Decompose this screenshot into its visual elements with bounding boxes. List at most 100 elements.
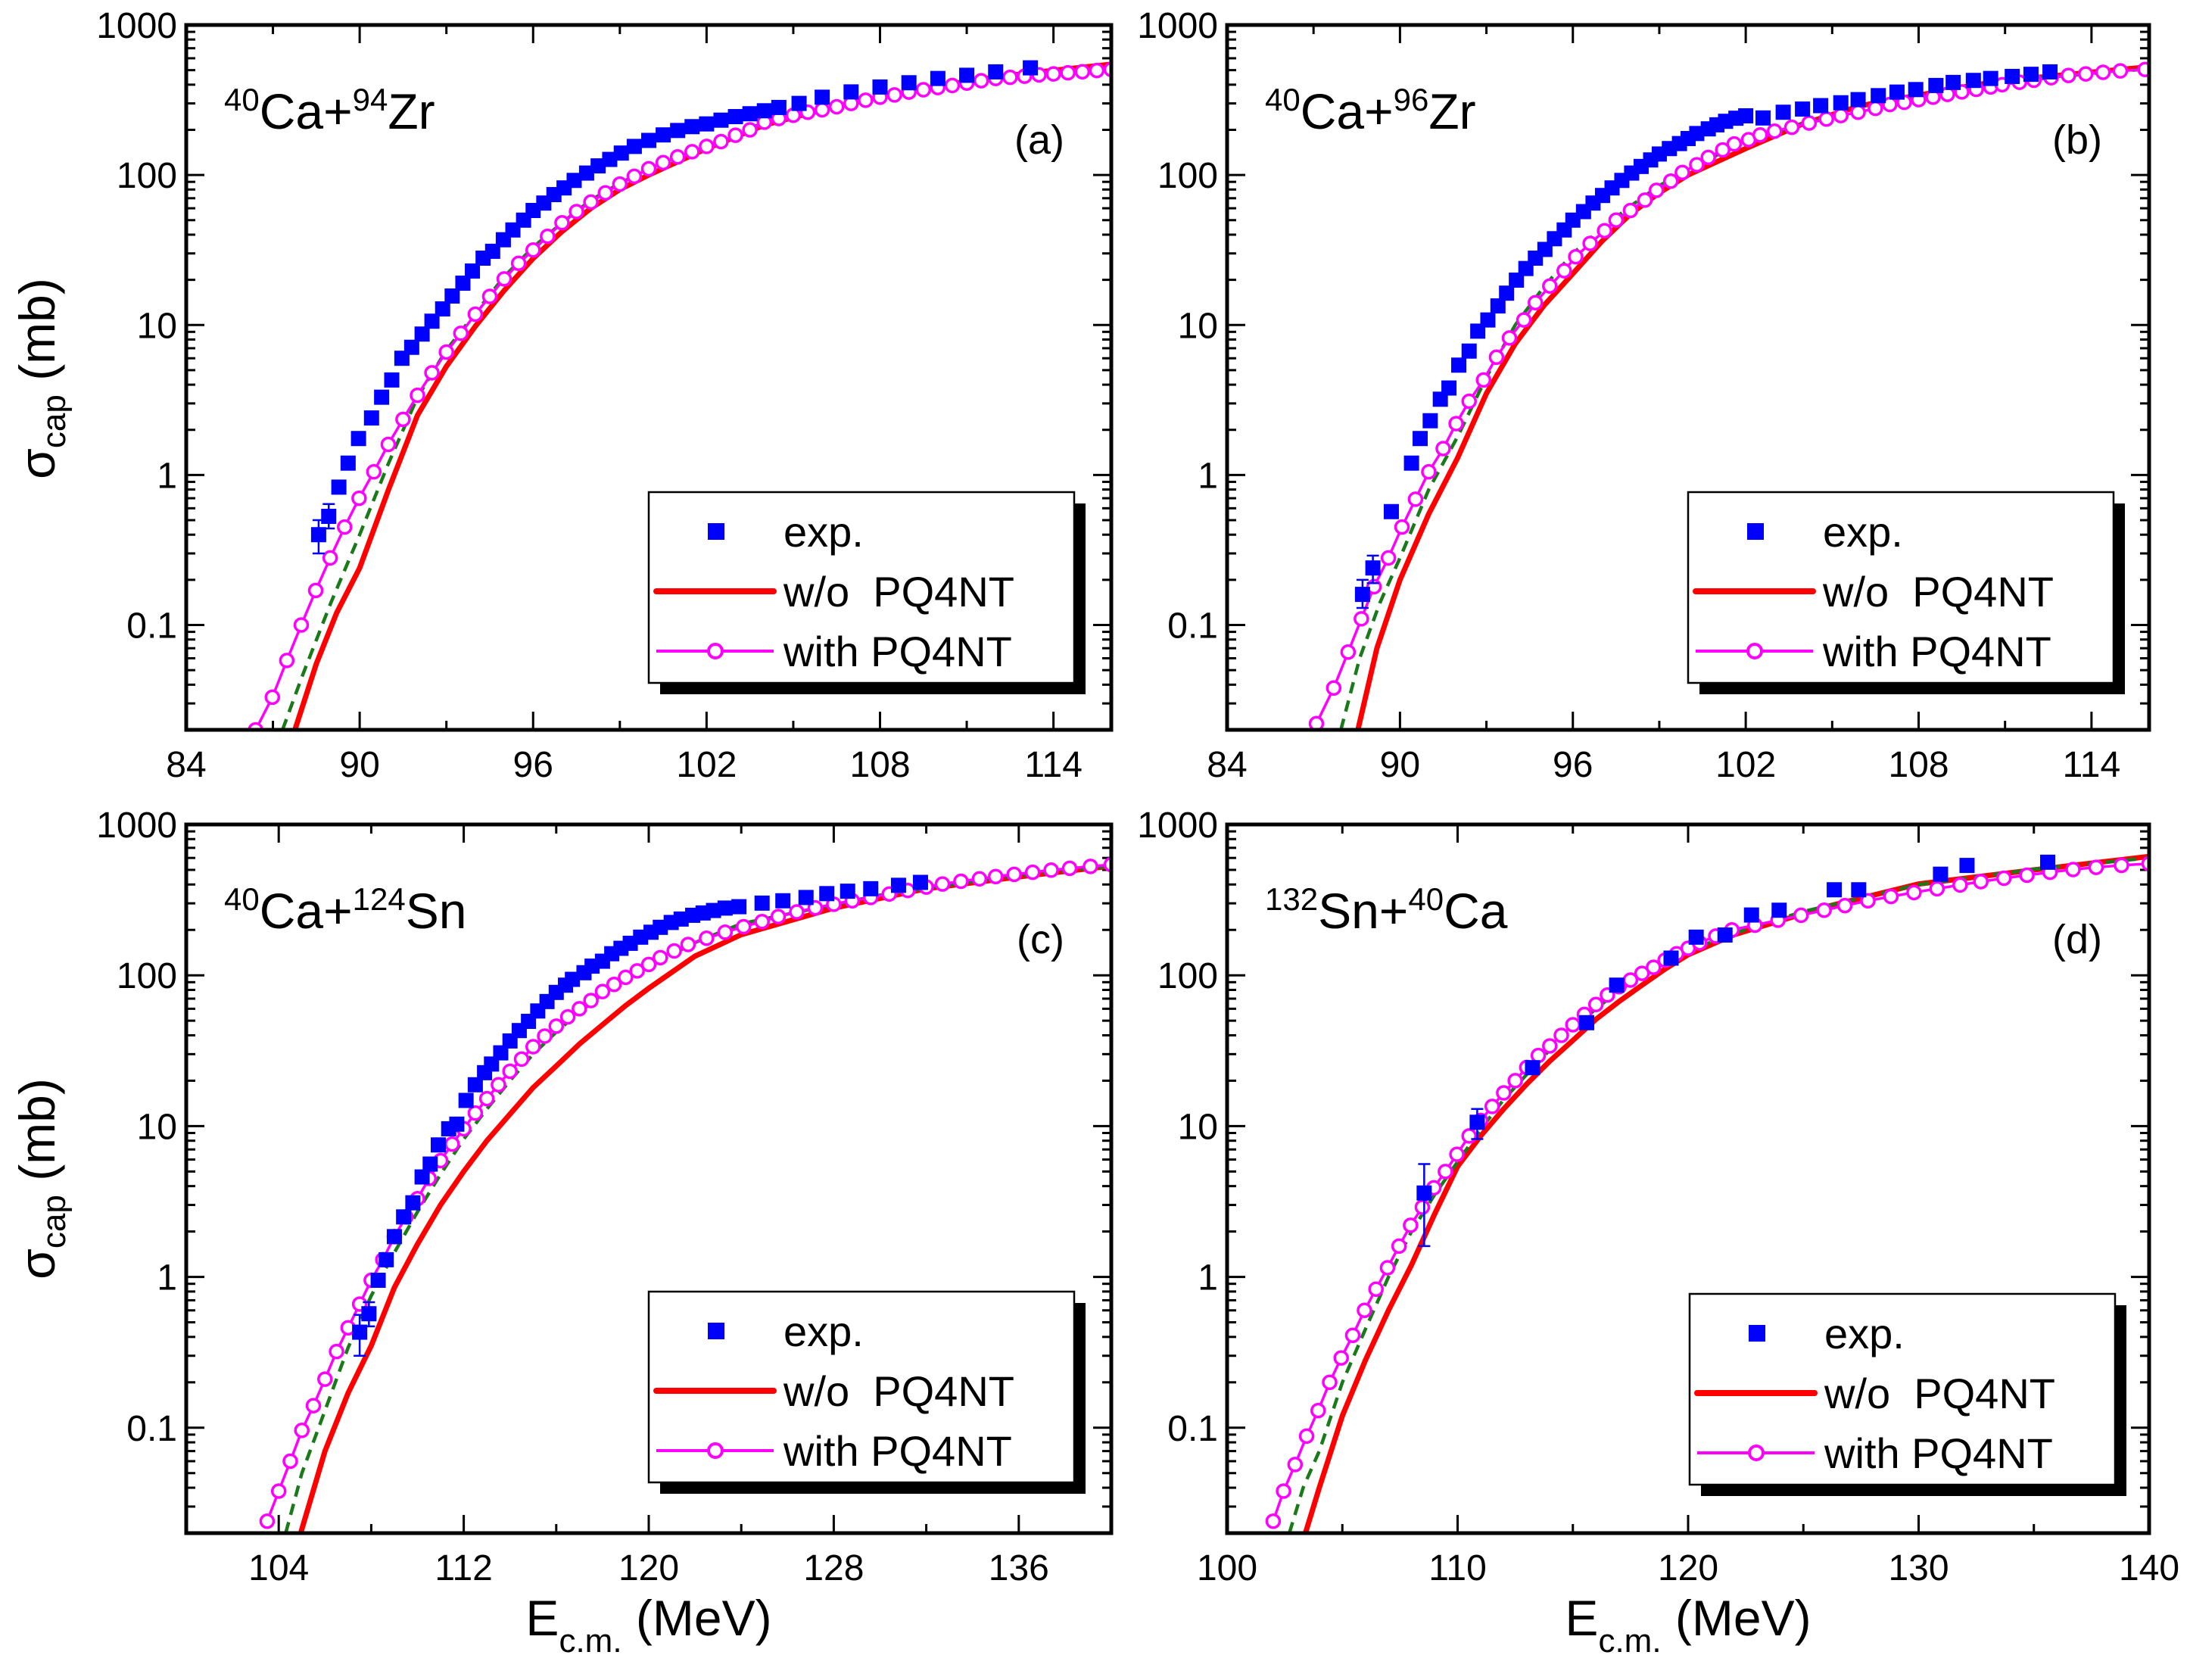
reaction-el2: Zr	[388, 83, 435, 139]
exp-point	[1813, 98, 1829, 114]
legend-exp-marker	[708, 523, 724, 540]
with-pq4nt-point	[754, 914, 770, 930]
x-tick-label: 102	[1715, 745, 1776, 785]
with-pq4nt-point	[1308, 715, 1325, 730]
with-pq4nt-point	[1622, 202, 1639, 219]
with-pq4nt-point	[1726, 136, 1743, 152]
with-pq4nt-point	[1484, 1099, 1500, 1114]
with-pq4nt-point	[502, 1063, 518, 1080]
exp-point	[1928, 77, 1944, 93]
legend-label-exp: exp.	[1824, 1310, 1905, 1357]
exp-point	[384, 372, 400, 388]
series-line-without-pq4nt	[298, 863, 1111, 1533]
x-axis-title-left: Ec.m. (MeV)	[525, 1590, 771, 1660]
with-pq4nt-point	[915, 82, 932, 98]
exp-point	[2023, 67, 2039, 83]
exp-point	[1354, 587, 1370, 603]
y-tick-label: 1	[1198, 456, 1218, 496]
exp-point	[1416, 1185, 1432, 1201]
exp-point	[1689, 126, 1705, 142]
legend: exp. w/o PQ4NT with PQ4NT	[647, 491, 1086, 694]
panel-d: 1000 100 10 1 0.1 100 110 120 130 140 132Sn+40Ca (d…	[1137, 806, 2179, 1588]
with-pq4nt-point	[1391, 1238, 1407, 1255]
with-pq4nt-point	[629, 963, 645, 979]
with-pq4nt-point	[1766, 123, 1783, 139]
with-pq4nt-point	[1952, 877, 1968, 893]
y-tick-label: 1	[1198, 1258, 1218, 1298]
with-pq4nt-point	[666, 943, 682, 959]
legend-label-with: with PQ4NT	[1822, 628, 2051, 675]
with-pq4nt-point	[2078, 66, 2094, 82]
exp-point	[378, 1251, 394, 1267]
exp-point	[1365, 560, 1381, 576]
exp-point	[771, 99, 787, 115]
exp-point	[727, 109, 743, 125]
x-tick-label: 84	[166, 745, 206, 785]
exp-point	[819, 886, 835, 902]
with-pq4nt-point	[1833, 108, 1849, 123]
with-pq4nt-point	[640, 161, 657, 177]
exp-point	[890, 877, 906, 893]
with-pq4nt-point	[1060, 64, 1076, 81]
legend-with-marker	[1748, 1445, 1765, 1461]
legend-label-with: with PQ4NT	[783, 1427, 1012, 1475]
legend-label-without: w/o PQ4NT	[1822, 568, 2054, 616]
with-pq4nt-point	[569, 204, 584, 220]
with-pq4nt-point	[1407, 491, 1424, 507]
exp-point	[626, 139, 642, 154]
plot-frame	[1225, 23, 2151, 732]
exp-point	[370, 1273, 386, 1289]
with-pq4nt-point	[789, 904, 805, 920]
exp-point	[340, 455, 356, 471]
plot-area	[1308, 61, 2149, 730]
with-pq4nt-point	[1287, 1457, 1304, 1473]
y-title-symbol: σ	[9, 448, 65, 479]
with-pq4nt-point	[1380, 550, 1397, 566]
with-pq4nt-point	[1700, 149, 1716, 166]
with-pq4nt-point	[1310, 1402, 1326, 1419]
exp-point	[1738, 108, 1754, 123]
with-pq4nt-point	[1421, 463, 1437, 480]
with-pq4nt-point	[1083, 859, 1098, 874]
with-pq4nt-point	[554, 215, 570, 231]
with-pq4nt-point	[481, 288, 498, 304]
legend-label-exp: exp.	[783, 508, 864, 556]
with-pq4nt-point	[653, 949, 668, 966]
exp-point	[422, 1156, 438, 1172]
with-pq4nt-point	[317, 1371, 333, 1387]
exp-point	[959, 67, 975, 83]
reaction-el2: Ca	[1444, 883, 1508, 939]
legend-label-without: w/o PQ4NT	[783, 1367, 1014, 1415]
with-pq4nt-point	[1646, 959, 1662, 975]
x-tick-label: 104	[248, 1548, 309, 1588]
with-pq4nt-point	[351, 490, 367, 506]
y-tick-label: 0.1	[1167, 1409, 1218, 1449]
with-pq4nt-point	[1715, 142, 1731, 158]
with-pq4nt-point	[655, 154, 671, 170]
exp-point	[1422, 413, 1438, 429]
with-pq4nt-point	[1461, 1128, 1477, 1144]
with-pq4nt-point	[1836, 897, 1853, 914]
with-pq4nt-point	[1488, 349, 1505, 366]
with-pq4nt-point	[1354, 611, 1369, 627]
with-pq4nt-point	[537, 1028, 553, 1044]
with-pq4nt-point	[513, 1051, 530, 1068]
with-pq4nt-point	[540, 228, 556, 245]
with-pq4nt-point	[1860, 893, 1876, 909]
exp-point	[424, 313, 440, 329]
with-pq4nt-point	[1394, 519, 1410, 535]
exp-point	[713, 112, 729, 128]
reaction-sup1: 40	[224, 82, 260, 117]
panel-letter: (a)	[1014, 117, 1064, 163]
with-pq4nt-point	[329, 1343, 344, 1360]
exp-point	[756, 103, 772, 119]
exp-point	[363, 410, 379, 426]
with-pq4nt-point	[1883, 888, 1899, 905]
reaction-label: 40Ca+96Zr	[1265, 82, 1476, 139]
panel-letter: (b)	[2052, 117, 2102, 163]
exp-point	[815, 89, 830, 105]
exp-point	[310, 527, 326, 543]
reaction-el1: Ca+	[1301, 83, 1394, 139]
y-title-unit: (mb)	[9, 1078, 65, 1195]
with-pq4nt-point	[988, 868, 1004, 884]
